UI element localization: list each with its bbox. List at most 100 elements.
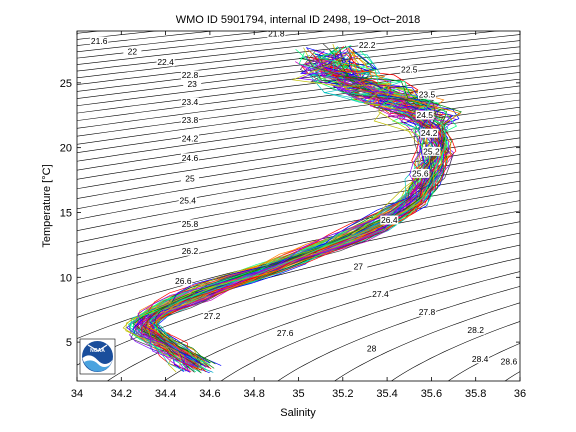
contour-label-bg <box>90 36 109 46</box>
profile-line <box>146 58 441 368</box>
density-contour-line <box>545 18 576 394</box>
contour-label: 21.8 <box>268 28 285 38</box>
contour-label: 28.6 <box>501 356 518 366</box>
x-tick-label: 35.2 <box>332 388 353 400</box>
contour-label-bg <box>349 262 368 272</box>
contour-label: 27.2 <box>204 311 221 321</box>
contour-label-bg <box>411 168 430 178</box>
y-axis-label: Temperature [°C] <box>41 164 53 247</box>
density-contour-line <box>106 244 520 381</box>
contour-label: 23.8 <box>182 115 199 125</box>
density-contour-line <box>220 271 520 381</box>
contour-label: 24.2 <box>421 128 438 138</box>
contour-label: 23.4 <box>182 97 199 107</box>
density-contour-line <box>77 34 520 85</box>
contour-label-bg <box>276 328 295 338</box>
contour-label-bg <box>420 128 439 138</box>
profile-line <box>154 50 458 371</box>
contour-label-bg <box>499 356 518 366</box>
profile-line <box>128 53 432 372</box>
contour-label-bg <box>203 311 222 321</box>
contour-label-bg <box>180 246 199 256</box>
profile-line <box>137 54 435 368</box>
contour-label: 26.6 <box>175 276 192 286</box>
profile-line <box>148 53 454 371</box>
chart-title: WMO ID 5901794, internal ID 2498, 19−Oct… <box>176 14 421 26</box>
contour-label-bg <box>466 325 485 335</box>
contour-label: 25.6 <box>412 168 429 178</box>
contour-label-bg <box>180 174 199 184</box>
contour-label-bg <box>183 79 202 89</box>
contour-label: 21.6 <box>91 36 108 46</box>
density-contour-line <box>390 321 520 381</box>
density-contour-line <box>77 72 520 129</box>
profile-line <box>133 57 442 373</box>
contour-label: 28 <box>367 343 377 353</box>
contour-label: 22.4 <box>157 57 174 67</box>
y-tick-label: 5 <box>66 337 72 349</box>
contour-label-bg <box>362 343 381 353</box>
y-tick-label: 15 <box>60 207 72 219</box>
contour-label: 22.2 <box>359 40 376 50</box>
x-tick-label: 35.8 <box>465 388 486 400</box>
contour-label-bg <box>417 307 436 317</box>
density-contour-line <box>163 257 520 381</box>
contour-label: 25 <box>185 174 195 184</box>
x-tick-label: 35 <box>292 388 304 400</box>
contour-label-bg <box>417 89 436 99</box>
y-tick-label: 20 <box>60 143 72 155</box>
profile-line <box>125 52 430 368</box>
contour-label-bg <box>123 47 142 57</box>
density-contour-line <box>77 40 520 92</box>
x-tick-label: 34.8 <box>243 388 264 400</box>
contour-label: 25.2 <box>423 146 440 156</box>
contour-label: 25.4 <box>179 196 196 206</box>
density-contour-line <box>277 286 520 381</box>
contour-label-bg <box>180 133 199 143</box>
contour-label: 24.5 <box>416 110 433 120</box>
y-axis-ticks: 5 10 15 20 25 <box>60 78 520 349</box>
contour-label: 26.2 <box>182 246 199 256</box>
x-tick-label: 35.4 <box>376 388 397 400</box>
density-contour-line <box>77 65 520 121</box>
density-contour-line <box>77 46 520 99</box>
contour-label-bg <box>422 146 441 156</box>
density-contour-line <box>77 137 520 210</box>
x-axis-ticks: 34 34.2 34.4 34.6 34.8 35 35.2 35.4 35.6 35.8 36 <box>71 31 526 400</box>
contour-label: 27.4 <box>372 289 389 299</box>
density-contour-line <box>77 52 520 107</box>
profile-line <box>151 59 444 368</box>
contour-label-bg <box>358 40 377 50</box>
contour-label-bg <box>415 110 434 120</box>
contour-label-bg <box>400 65 419 75</box>
density-contour-line <box>77 162 520 243</box>
density-contour-line <box>77 180 520 270</box>
profile-line <box>132 54 434 365</box>
noaa-logo: NOAA <box>79 338 116 375</box>
contour-label-bg <box>178 196 197 206</box>
contour-label: 22.5 <box>401 65 418 75</box>
contour-label: 27 <box>354 262 364 272</box>
x-tick-label: 34.2 <box>111 388 132 400</box>
contour-label-bg <box>180 115 199 125</box>
contour-label-bg <box>371 289 390 299</box>
contour-label-bg <box>180 219 199 229</box>
x-tick-label: 35.6 <box>421 388 442 400</box>
contour-label-bg <box>380 215 399 225</box>
density-contour-line <box>77 171 520 256</box>
contour-label: 23.5 <box>419 89 436 99</box>
contour-label: 28.4 <box>472 354 489 364</box>
contour-label-bg <box>180 97 199 107</box>
y-tick-label: 25 <box>60 78 72 90</box>
contour-labels: 21.6 22 22.4 22.823 23.4 23.8 24.2 24.6 25 25.4 25… <box>90 28 518 366</box>
x-tick-label: 34.4 <box>155 388 176 400</box>
contour-label: 24.2 <box>182 133 199 143</box>
density-contour-line <box>77 200 520 300</box>
profile-line <box>141 59 451 371</box>
contour-label: 28.2 <box>467 325 484 335</box>
density-contour-line <box>77 190 520 284</box>
contour-label-bg <box>471 354 490 364</box>
density-contour-line <box>77 78 520 137</box>
contour-label: 24.6 <box>182 153 199 163</box>
